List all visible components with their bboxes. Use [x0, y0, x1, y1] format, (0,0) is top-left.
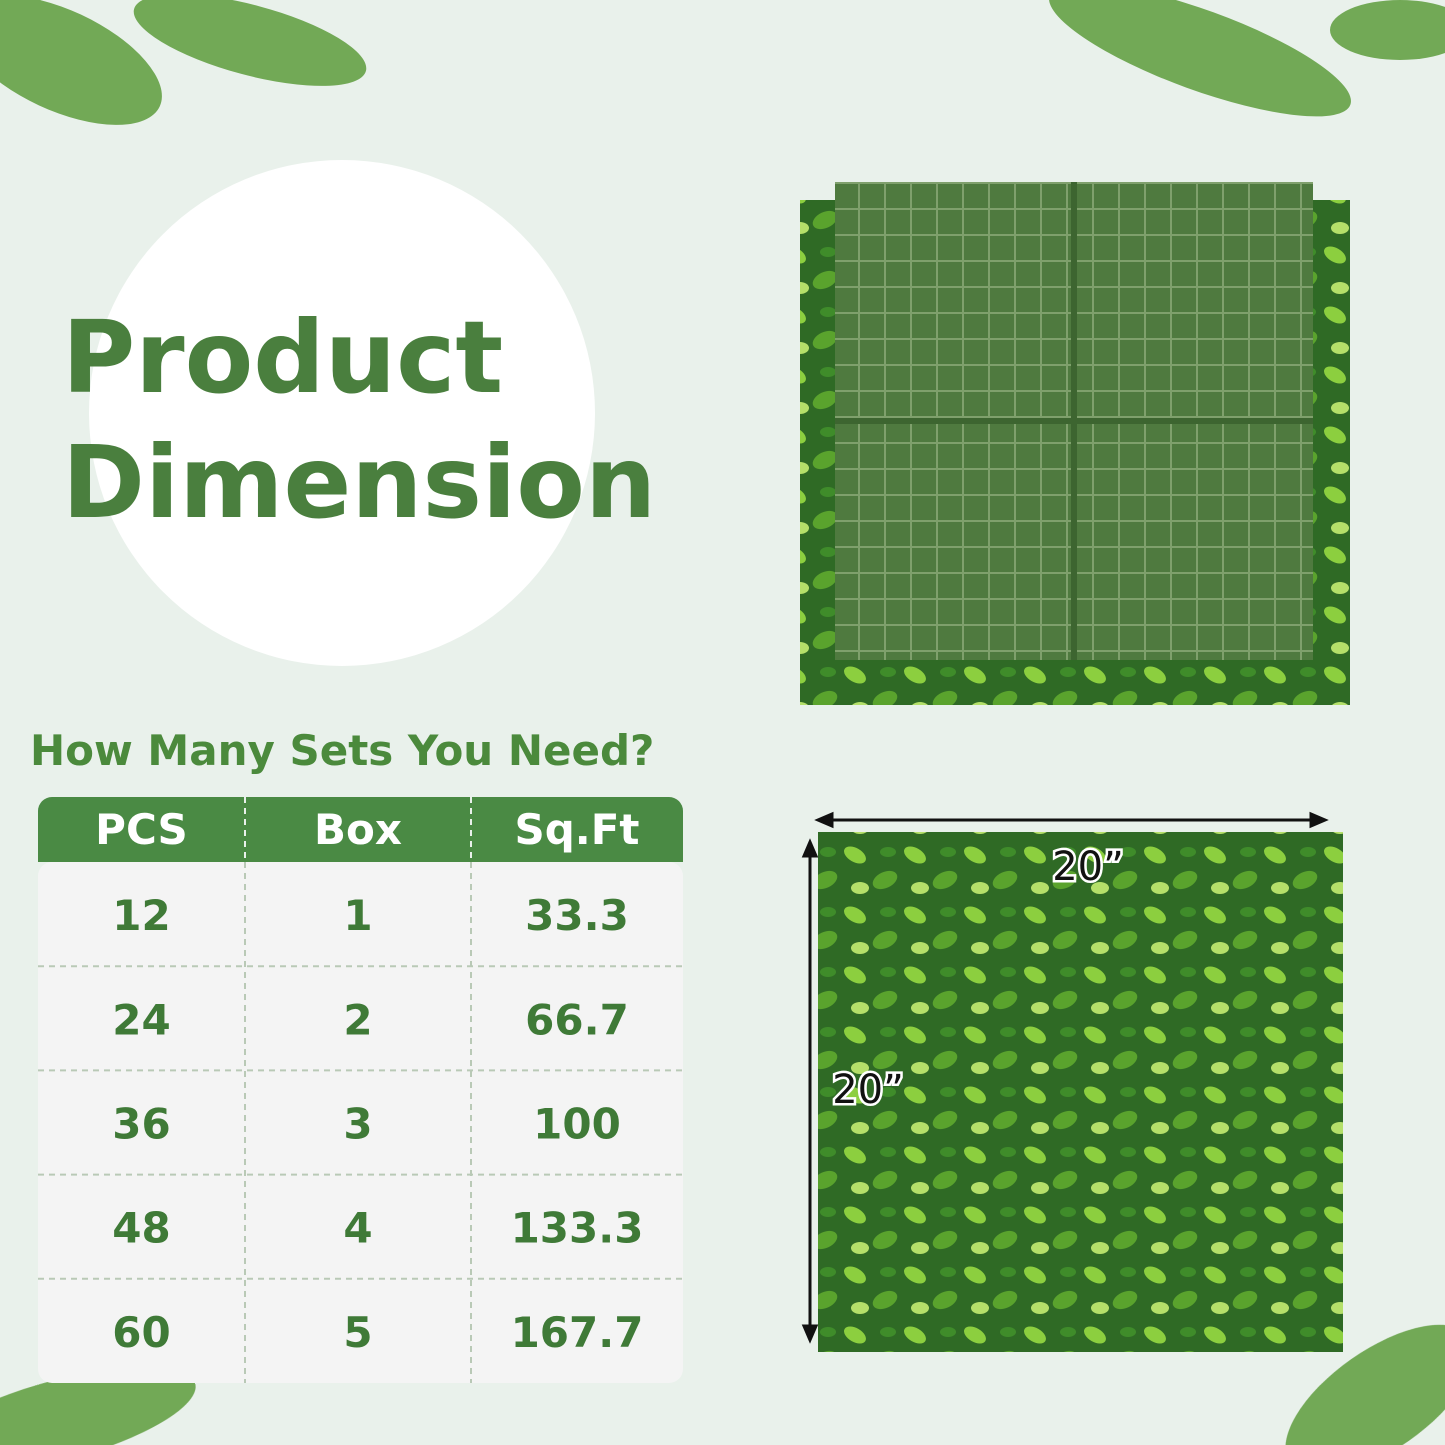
table-cell: 60: [112, 1308, 170, 1357]
column-header: Box: [314, 805, 402, 854]
column-header: Sq.Ft: [514, 805, 639, 854]
title-backdrop: [89, 160, 595, 666]
table-cell: 3: [343, 1100, 372, 1149]
table-cell: 4: [343, 1204, 372, 1253]
grid-seams: [835, 182, 1313, 660]
table-cell: 5: [343, 1308, 372, 1357]
table-cell: 48: [112, 1204, 170, 1253]
title-line: Dimension: [62, 424, 656, 541]
title-line: Product: [62, 299, 503, 416]
table-cell: 167.7: [511, 1308, 644, 1357]
product-front-image: [818, 832, 1343, 1352]
table-cell: 33.3: [525, 891, 629, 940]
table-cell: 36: [112, 1100, 170, 1149]
height-label: 20”: [832, 1067, 904, 1113]
table-cell: 2: [343, 995, 372, 1044]
table-body: [38, 862, 683, 1383]
column-header: PCS: [95, 805, 188, 854]
table-title: How Many Sets You Need?: [30, 726, 654, 775]
table-cell: 100: [533, 1100, 621, 1149]
table-cell: 1: [343, 891, 372, 940]
table-cell: 133.3: [511, 1204, 644, 1253]
width-label: 20”: [1052, 844, 1124, 890]
table-cell: 66.7: [525, 995, 629, 1044]
dimension-arrows: [801, 811, 1329, 1344]
table-cell: 12: [112, 891, 170, 940]
table-cell: 24: [112, 995, 170, 1044]
table-header: [38, 797, 683, 862]
